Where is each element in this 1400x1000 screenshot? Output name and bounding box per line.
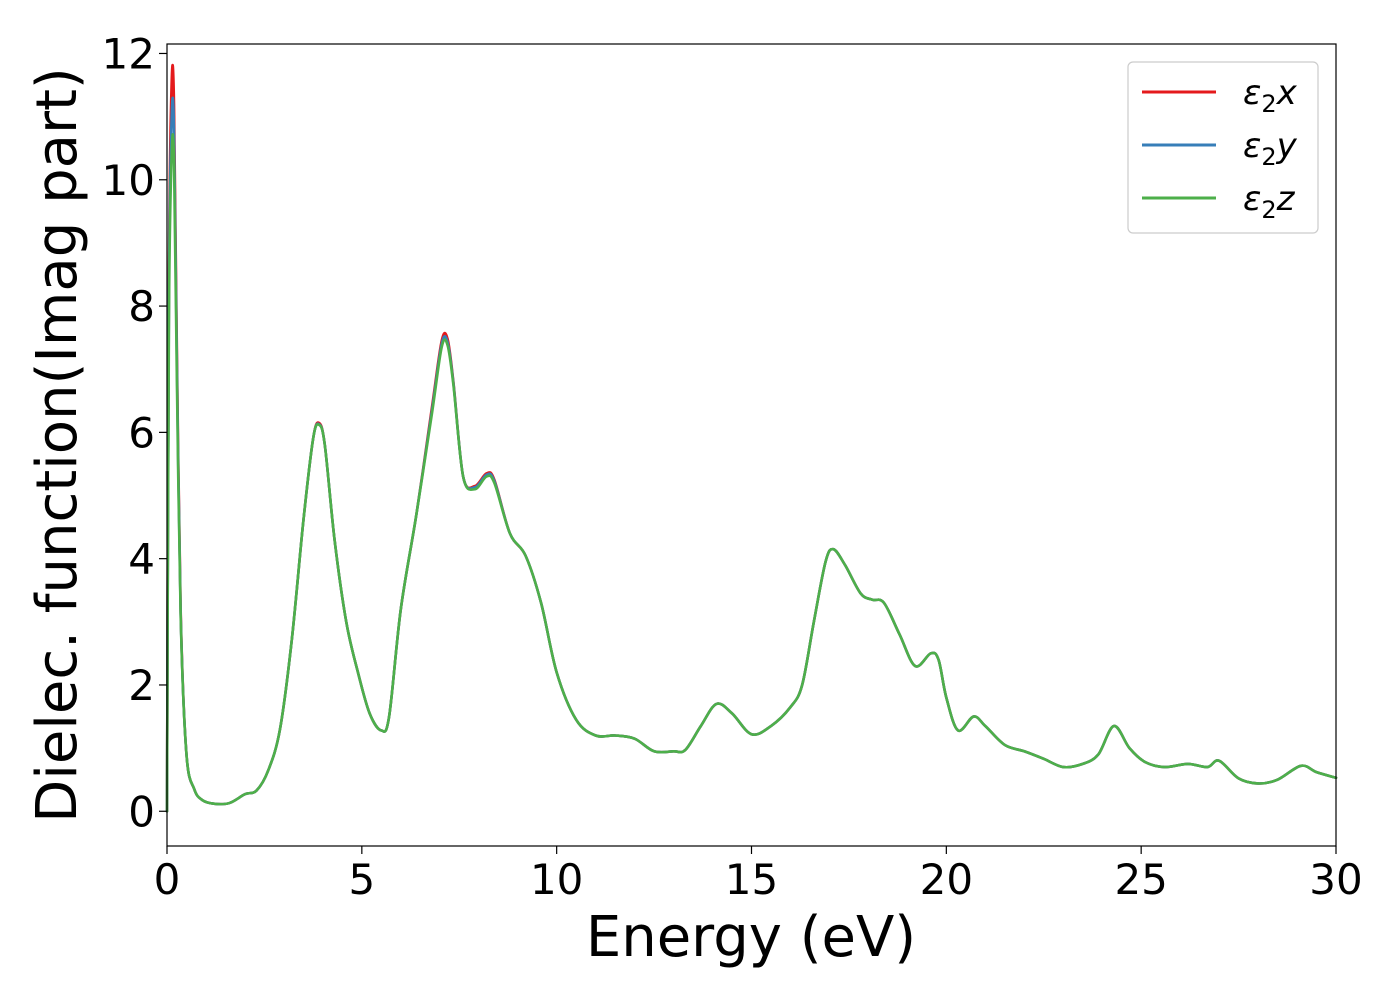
x-tick-label: 5 xyxy=(348,855,375,904)
x-tick-label: 30 xyxy=(1309,855,1362,904)
x-tick-label: 10 xyxy=(530,855,583,904)
series-line-3 xyxy=(165,133,1338,813)
x-tick-label: 15 xyxy=(725,855,778,904)
series-layer xyxy=(165,64,1338,813)
x-tick-label: 20 xyxy=(920,855,973,904)
legend: ε2x ε2y ε2z xyxy=(1127,61,1319,234)
y-tick-label: 2 xyxy=(128,661,155,710)
y-axis: 0 2 4 6 8 10 12 xyxy=(102,29,167,836)
y-tick-label: 10 xyxy=(102,156,155,205)
y-tick-label: 0 xyxy=(128,787,155,836)
x-tick-label: 25 xyxy=(1114,855,1167,904)
legend-frame xyxy=(1127,61,1319,234)
y-tick-label: 4 xyxy=(128,535,155,584)
x-axis: 0 5 10 15 20 25 30 xyxy=(154,846,1363,904)
y-axis-title: Dielec. function(Imag part) xyxy=(25,67,90,823)
legend-label-3: ε2z xyxy=(1243,179,1296,224)
y-tick-label: 12 xyxy=(102,29,155,78)
y-tick-label: 6 xyxy=(128,408,155,457)
y-tick-label: 8 xyxy=(128,282,155,331)
legend-label-1: ε2x xyxy=(1243,73,1298,118)
x-axis-title: Energy (eV) xyxy=(586,905,916,970)
legend-label-2: ε2y xyxy=(1243,126,1298,171)
x-tick-label: 0 xyxy=(154,855,181,904)
